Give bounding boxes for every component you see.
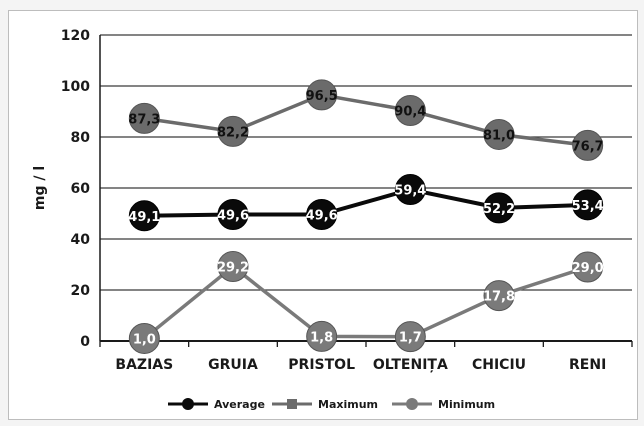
data-label: 87,3 [128,112,160,127]
data-point [572,251,604,283]
data-label: 29,0 [572,261,604,276]
series-line-minimum [143,264,589,340]
data-label: 49,1 [128,210,160,225]
data-label: 49,6 [217,209,249,224]
y-tick-label: 80 [71,130,91,146]
legend-label: Maximum [318,398,378,411]
x-tick-label: OLTENIȚA [373,357,448,373]
x-tick-label: GRUIA [208,357,258,373]
data-label: 52,2 [483,202,515,217]
data-label: 59,4 [394,184,426,199]
data-label: 1,7 [399,331,422,346]
x-tick-label: CHICIU [472,357,526,373]
data-point [394,94,426,126]
y-tick-label: 20 [71,283,91,299]
data-point [128,322,160,354]
y-tick-label: 0 [80,334,90,350]
data-label: 1,0 [133,332,156,347]
data-point [306,79,338,111]
y-axis-label: mg / l [32,166,48,210]
x-tick-label: BAZIAS [115,357,173,373]
data-point [128,102,160,134]
data-label: 53,4 [572,199,604,214]
data-point [394,174,426,206]
data-point [217,199,249,231]
series-line-maximum [144,93,588,148]
data-label: 49,6 [306,209,338,224]
y-tick-label: 40 [71,232,91,248]
data-label: 96,5 [306,89,338,104]
data-point [394,321,426,353]
legend-label: Minimum [438,398,495,411]
data-point [128,200,160,232]
y-tick-label: 120 [61,28,90,44]
data-label: 17,8 [483,290,515,305]
data-label: 82,2 [217,125,249,140]
data-point [483,118,515,150]
data-point [306,199,338,231]
data-label: 29,2 [217,261,249,276]
data-label: 76,7 [572,139,604,154]
data-point [483,192,515,224]
x-tick-label: RENI [569,357,606,373]
data-label: 1,8 [310,330,333,345]
x-tick-label: PRISTOL [288,357,355,373]
series-line-average [144,187,588,218]
legend-label: Average [214,398,265,411]
data-label: 81,0 [483,128,515,143]
legend-marker [406,398,418,410]
data-point [217,115,249,147]
y-tick-label: 60 [71,181,91,197]
data-point [306,320,338,352]
data-point [483,280,515,312]
y-tick-label: 100 [61,79,90,95]
data-label: 90,4 [394,104,426,119]
data-point [572,129,604,161]
data-point [572,189,604,221]
legend-marker [287,399,297,409]
legend-marker [182,398,194,410]
data-point [217,251,249,283]
